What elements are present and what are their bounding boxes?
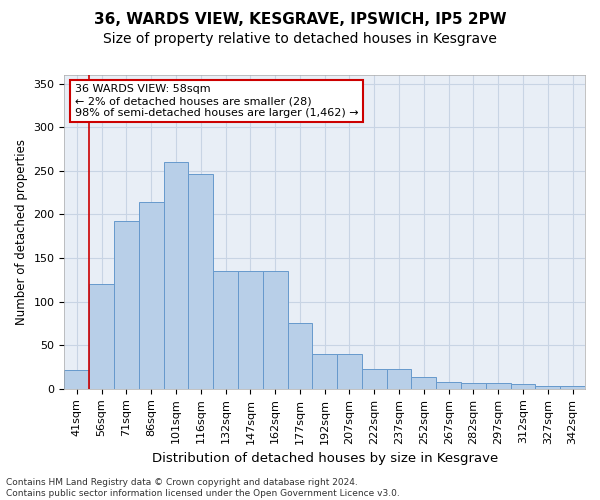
Bar bbox=[362, 369, 386, 389]
Bar bbox=[313, 354, 337, 389]
Bar bbox=[64, 370, 89, 389]
Bar bbox=[188, 174, 213, 389]
Bar bbox=[263, 271, 287, 389]
Text: 36, WARDS VIEW, KESGRAVE, IPSWICH, IP5 2PW: 36, WARDS VIEW, KESGRAVE, IPSWICH, IP5 2… bbox=[94, 12, 506, 28]
X-axis label: Distribution of detached houses by size in Kesgrave: Distribution of detached houses by size … bbox=[152, 452, 498, 465]
Bar bbox=[139, 202, 164, 389]
Bar bbox=[461, 382, 486, 389]
Bar bbox=[238, 271, 263, 389]
Bar bbox=[386, 369, 412, 389]
Bar bbox=[164, 162, 188, 389]
Bar bbox=[436, 382, 461, 389]
Bar bbox=[287, 324, 313, 389]
Text: 36 WARDS VIEW: 58sqm
← 2% of detached houses are smaller (28)
98% of semi-detach: 36 WARDS VIEW: 58sqm ← 2% of detached ho… bbox=[75, 84, 358, 117]
Bar bbox=[535, 386, 560, 389]
Bar bbox=[412, 376, 436, 389]
Bar bbox=[213, 271, 238, 389]
Bar bbox=[486, 382, 511, 389]
Bar bbox=[337, 354, 362, 389]
Text: Size of property relative to detached houses in Kesgrave: Size of property relative to detached ho… bbox=[103, 32, 497, 46]
Bar bbox=[89, 284, 114, 389]
Bar bbox=[511, 384, 535, 389]
Bar bbox=[114, 222, 139, 389]
Text: Contains HM Land Registry data © Crown copyright and database right 2024.
Contai: Contains HM Land Registry data © Crown c… bbox=[6, 478, 400, 498]
Y-axis label: Number of detached properties: Number of detached properties bbox=[15, 139, 28, 325]
Bar bbox=[560, 386, 585, 389]
